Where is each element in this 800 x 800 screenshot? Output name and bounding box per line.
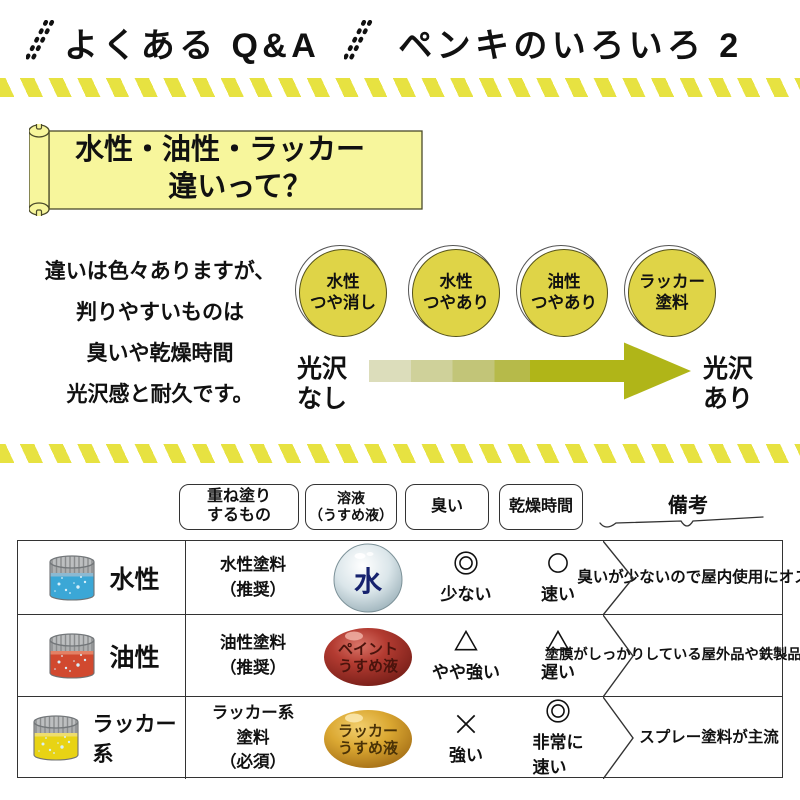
svg-text:ペイント: ペイント xyxy=(338,641,398,658)
svg-text:うすめ液: うすめ液 xyxy=(338,739,399,757)
svg-text:水: 水 xyxy=(354,566,383,597)
svg-text:うすめ液: うすめ液 xyxy=(338,657,399,675)
svg-text:ラッカー: ラッカー xyxy=(338,723,398,740)
